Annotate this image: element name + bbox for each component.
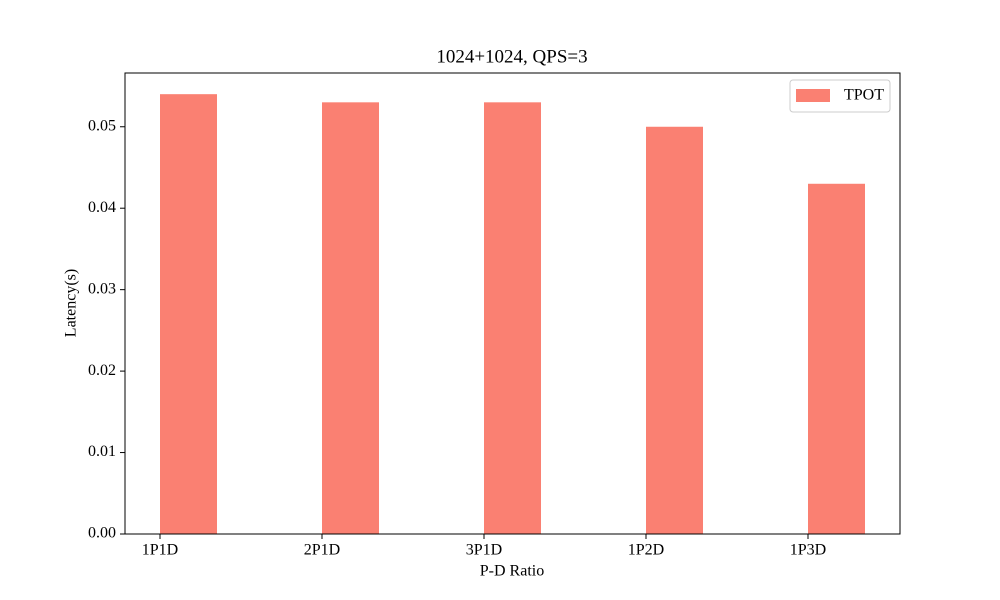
chart-title: 1024+1024, QPS=3 [436,46,587,67]
x-axis-label: P-D Ratio [480,563,544,580]
x-tick-label: 3P1D [466,542,502,559]
legend-label: TPOT [844,87,884,104]
bar [484,102,541,534]
y-tick-label: 0.03 [88,280,116,297]
bar [646,126,703,534]
plot-frame [124,72,901,535]
x-tick-label: 2P1D [304,542,340,559]
y-tick-label: 0.04 [88,199,116,216]
bar [322,102,379,534]
y-tick-label: 0.00 [88,525,116,542]
bar [808,183,865,534]
x-tick-label: 1P1D [142,542,178,559]
bar [160,94,217,534]
y-tick-label: 0.05 [88,117,116,134]
x-tick-label: 1P2D [628,542,664,559]
x-tick-label: 1P3D [790,542,826,559]
y-tick-label: 0.02 [88,362,116,379]
legend-box [789,79,891,113]
y-axis-label: Latency(s) [63,269,80,337]
legend-swatch [796,89,830,102]
y-tick-label: 0.01 [88,443,116,460]
